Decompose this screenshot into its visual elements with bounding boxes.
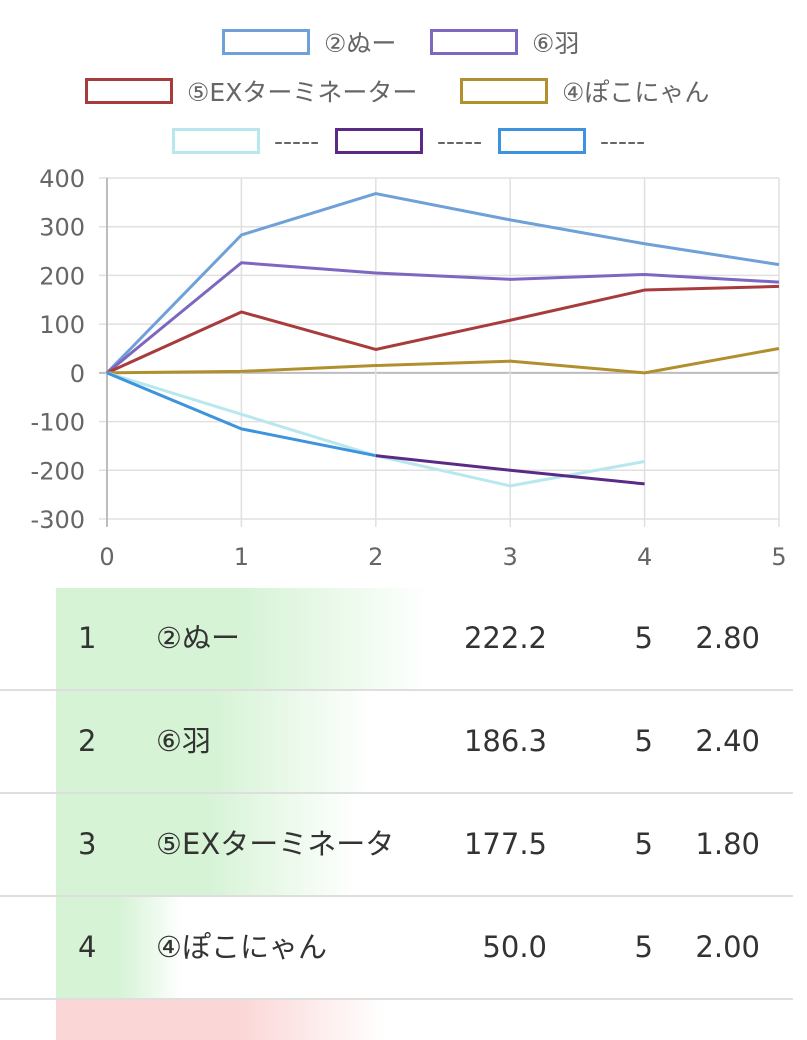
series-line-4 xyxy=(106,347,780,375)
legend-swatch xyxy=(85,78,173,104)
score-bar xyxy=(56,588,429,689)
ranking-table: 1 ②ぬー 222.2 5 2.80 2 ⑥羽 186.3 5 2.40 3 ⑤… xyxy=(0,588,807,1040)
chart-legend: ②ぬー ⑥羽 ⑤EXターミネーター ④ぽこにゃん ----- ----- ---… xyxy=(0,0,807,170)
y-tick-label: 400 xyxy=(39,165,85,193)
rank-cell: 2 xyxy=(78,724,97,758)
x-tick-label: 3 xyxy=(503,543,518,571)
legend-item-series-7[interactable]: ----- xyxy=(498,123,645,159)
player-name-cell: ⑥羽 xyxy=(156,724,211,758)
table-row-partial[interactable] xyxy=(0,1000,793,1040)
negative-score-bar xyxy=(56,1000,386,1040)
legend-label: ----- xyxy=(437,126,483,156)
games-cell: 5 xyxy=(634,621,653,655)
average-cell: 2.00 xyxy=(695,930,760,964)
games-cell: 5 xyxy=(634,724,653,758)
series-line-7 xyxy=(106,371,377,458)
legend-swatch xyxy=(335,128,423,154)
legend-item-series-4[interactable]: ④ぽこにゃん xyxy=(460,73,709,109)
games-cell: 5 xyxy=(634,827,653,861)
y-tick-label: -300 xyxy=(31,506,85,534)
series-line-2 xyxy=(106,261,780,375)
y-tick-label: 0 xyxy=(70,360,85,388)
legend-swatch xyxy=(172,128,260,154)
y-tick-label: -200 xyxy=(31,457,85,485)
y-tick-label: -100 xyxy=(31,409,85,437)
legend-label: ②ぬー xyxy=(324,29,397,58)
y-tick-label: 300 xyxy=(39,214,85,242)
legend-label: ----- xyxy=(274,126,320,156)
legend-swatch xyxy=(222,29,310,55)
legend-item-series-3[interactable]: ⑤EXターミネーター xyxy=(85,73,417,109)
rank-cell: 3 xyxy=(78,827,97,861)
legend-label: ----- xyxy=(600,126,646,156)
score-bar xyxy=(56,897,183,998)
score-bar xyxy=(56,691,373,792)
player-name-cell: ②ぬー xyxy=(156,621,240,655)
score-cell: 222.2 xyxy=(463,621,547,655)
legend-item-series-2[interactable]: ⑥羽 xyxy=(430,24,579,60)
legend-label: ⑥羽 xyxy=(532,29,580,58)
rank-cell: 1 xyxy=(78,621,97,655)
score-bar xyxy=(56,794,357,895)
rank-cell: 4 xyxy=(78,930,97,964)
legend-swatch xyxy=(430,29,518,55)
legend-label: ⑤EXターミネーター xyxy=(187,78,418,107)
y-tick-label: 200 xyxy=(39,262,85,290)
score-line-chart: 400 300 200 100 0 -100 -200 -300 0 1 2 3 4 5 xyxy=(0,160,807,580)
average-cell: 2.40 xyxy=(695,724,760,758)
table-row[interactable]: 1 ②ぬー 222.2 5 2.80 xyxy=(0,588,793,691)
x-tick-label: 2 xyxy=(368,543,383,571)
legend-swatch xyxy=(498,128,586,154)
legend-swatch xyxy=(460,78,548,104)
table-row[interactable]: 3 ⑤EXターミネータ 177.5 5 1.80 xyxy=(0,794,793,897)
games-cell: 5 xyxy=(634,930,653,964)
y-tick-label: 100 xyxy=(39,311,85,339)
table-row[interactable]: 2 ⑥羽 186.3 5 2.40 xyxy=(0,691,793,794)
legend-item-series-1[interactable]: ②ぬー xyxy=(222,24,396,60)
score-cell: 50.0 xyxy=(482,930,547,964)
legend-item-series-5[interactable]: ----- xyxy=(172,123,319,159)
score-cell: 177.5 xyxy=(463,827,547,861)
player-name-cell: ④ぽこにゃん xyxy=(156,930,327,964)
score-cell: 186.3 xyxy=(463,724,547,758)
x-tick-label: 0 xyxy=(99,543,114,571)
table-row[interactable]: 4 ④ぽこにゃん 50.0 5 2.00 xyxy=(0,897,793,1000)
player-name-cell: ⑤EXターミネータ xyxy=(156,827,395,861)
average-cell: 2.80 xyxy=(695,621,760,655)
x-tick-label: 5 xyxy=(771,543,786,571)
x-tick-label: 4 xyxy=(637,543,652,571)
series-line-6 xyxy=(375,454,645,486)
average-cell: 1.80 xyxy=(695,827,760,861)
series-line-1 xyxy=(105,192,780,374)
x-tick-label: 1 xyxy=(234,543,249,571)
legend-label: ④ぽこにゃん xyxy=(562,78,710,107)
series-line-3 xyxy=(106,284,780,375)
chart-canvas: 400 300 200 100 0 -100 -200 -300 0 1 2 3 4 5 xyxy=(31,165,787,571)
legend-item-series-6[interactable]: ----- xyxy=(335,123,482,159)
